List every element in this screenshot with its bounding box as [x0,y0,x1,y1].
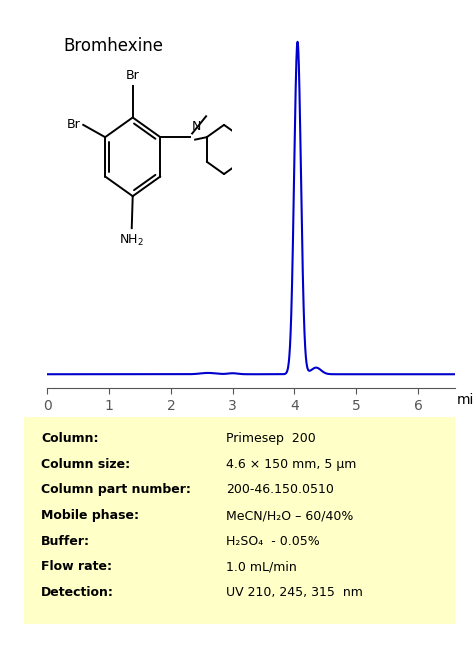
Text: Br: Br [126,69,140,82]
Text: Buffer:: Buffer: [41,534,90,548]
Text: 200-46.150.0510: 200-46.150.0510 [227,483,334,496]
Text: Mobile phase:: Mobile phase: [41,509,139,522]
Text: N: N [192,120,201,133]
Text: min: min [456,393,474,407]
Text: Column part number:: Column part number: [41,483,191,496]
Text: Detection:: Detection: [41,586,114,599]
Text: Primesep  200: Primesep 200 [227,432,316,444]
Text: 4.6 × 150 mm, 5 μm: 4.6 × 150 mm, 5 μm [227,457,357,470]
Text: UV 210, 245, 315  nm: UV 210, 245, 315 nm [227,586,363,599]
Text: Flow rate:: Flow rate: [41,560,112,573]
Text: Column size:: Column size: [41,457,130,470]
Text: H₂SO₄  - 0.05%: H₂SO₄ - 0.05% [227,534,320,548]
Text: Br: Br [66,118,80,131]
Text: NH$_2$: NH$_2$ [119,233,144,248]
Text: MeCN/H₂O – 60/40%: MeCN/H₂O – 60/40% [227,509,354,522]
Text: Bromhexine: Bromhexine [64,37,164,55]
Text: Column:: Column: [41,432,99,444]
Text: 1.0 mL/min: 1.0 mL/min [227,560,297,573]
FancyBboxPatch shape [24,417,455,624]
